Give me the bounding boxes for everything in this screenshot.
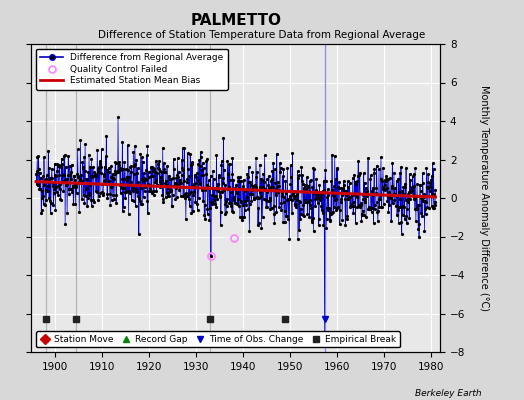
Title: PALMETTO: PALMETTO [190,12,281,28]
Text: Difference of Station Temperature Data from Regional Average: Difference of Station Temperature Data f… [99,30,425,40]
Text: Berkeley Earth: Berkeley Earth [416,389,482,398]
Y-axis label: Monthly Temperature Anomaly Difference (°C): Monthly Temperature Anomaly Difference (… [479,85,489,311]
Legend: Station Move, Record Gap, Time of Obs. Change, Empirical Break: Station Move, Record Gap, Time of Obs. C… [36,331,400,348]
